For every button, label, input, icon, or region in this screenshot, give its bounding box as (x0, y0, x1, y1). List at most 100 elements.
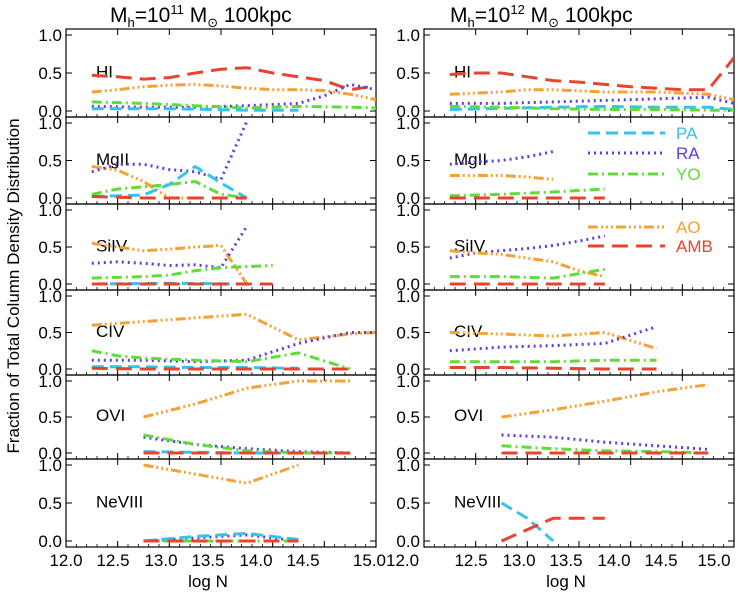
right-column-title: Mh=1012 M⊙ 100kpc (450, 2, 633, 30)
x-tick-label-right-14-0: 14.0 (597, 551, 630, 570)
series-line-right-hi-pa (449, 104, 734, 111)
ion-label-right-hi: HI (454, 62, 471, 81)
series-line-left-siiv-yo (91, 264, 273, 280)
ion-label-left-hi: HI (96, 62, 113, 81)
series-line-right-ovi-ra (501, 433, 709, 451)
series-line-right-siiv-ao (449, 249, 606, 279)
x-tick-label-left-14-0: 14.0 (239, 551, 272, 570)
y-tick-label-left-mgii: 0.0 (38, 189, 62, 208)
y-tick-label-right-civ: 0.0 (396, 360, 420, 379)
y-tick-label-right-siiv: 1.0 (396, 201, 420, 220)
x-tick-label-left-12-5: 12.5 (96, 551, 129, 570)
y-tick-label-right-civ: 0.5 (396, 324, 420, 343)
y-tick-label-left-ovi: 1.0 (38, 372, 62, 391)
y-tick-label-right-hi: 1.0 (396, 26, 420, 45)
panel-left-hi: 0.0 0.5 1.0 HI (38, 26, 377, 121)
series-line-left-hi-pa (91, 107, 299, 112)
y-tick-label-left-mgii: 1.0 (38, 114, 62, 133)
ion-label-right-ovi: OVI (454, 406, 483, 425)
y-tick-label-right-siiv: 0.0 (396, 275, 420, 294)
series-line-right-neviii-amb (500, 516, 605, 543)
panel-left-siiv: 0.0 0.5 1.0 SiIV (38, 201, 377, 294)
ion-label-left-neviii: NeVIII (96, 492, 143, 511)
y-tick-label-right-neviii: 1.0 (396, 456, 420, 475)
series-line-right-civ-amb (449, 366, 657, 371)
ion-label-left-ovi: OVI (96, 406, 125, 425)
y-tick-label-right-ovi: 0.0 (396, 444, 420, 463)
y-tick-label-right-mgii: 0.5 (396, 152, 420, 171)
y-axis-label: Fraction of Total Column Density Distrib… (4, 118, 23, 453)
legend-label-amb: AMB (676, 237, 713, 256)
x-tick-label-left-12-0: 12.0 (49, 551, 82, 570)
y-tick-label-right-hi: 0.5 (396, 64, 420, 83)
series-line-right-siiv-ra (449, 234, 606, 260)
legend-label-pa: PA (676, 124, 698, 143)
y-tick-label-left-siiv: 1.0 (38, 201, 62, 220)
series-line-right-siiv-yo (449, 267, 606, 280)
y-tick-label-left-siiv: 0.0 (38, 275, 62, 294)
series-line-right-civ-yo (449, 358, 657, 364)
y-tick-label-left-siiv: 0.5 (38, 238, 62, 257)
series-line-left-siiv-ra (91, 225, 249, 270)
y-tick-label-left-civ: 0.5 (38, 324, 62, 343)
series-line-left-ovi-yo (143, 433, 351, 455)
panel-right-hi: 0.0 0.5 1.0 HI (396, 26, 735, 121)
panel-left-neviii: 0.0 0.5 1.0 NeVIII (38, 456, 377, 551)
series-line-right-civ-ao (449, 330, 657, 351)
panel-grid: 0.00.51.0HI0.00.51.0MgII0.00.51.0SiIV0.0… (38, 26, 735, 551)
x-tick-label-left-14-5: 14.5 (286, 551, 319, 570)
series-line-right-hi-yo (449, 104, 734, 112)
legend-label-ra: RA (676, 144, 700, 163)
legend-label-ao: AO (676, 218, 701, 237)
y-tick-label-left-ovi: 0.5 (38, 408, 62, 427)
y-tick-label-right-ovi: 1.0 (396, 372, 420, 391)
panel-right-neviii: 0.0 0.5 1.0 NeVIII (396, 456, 735, 551)
y-tick-label-left-civ: 1.0 (38, 287, 62, 306)
y-tick-label-right-hi: 0.0 (396, 102, 420, 121)
ion-label-right-mgii: MgII (454, 150, 487, 169)
y-tick-label-left-hi: 0.0 (38, 102, 62, 121)
panel-left-civ: 0.0 0.5 1.0 CIV (38, 287, 377, 379)
panel-right-ovi: 0.0 0.5 1.0 OVI (396, 372, 735, 463)
x-tick-label-right-14-5: 14.5 (644, 551, 677, 570)
panel-left-mgii: 0.0 0.5 1.0 MgII (38, 114, 377, 208)
series-line-left-mgii-amb (91, 195, 247, 200)
series-line-right-neviii-pa (500, 501, 555, 543)
ion-label-left-civ: CIV (96, 322, 125, 341)
y-tick-label-right-neviii: 0.5 (396, 494, 420, 513)
x-axis-label-right: log N (546, 572, 586, 591)
series-line-left-ovi-ao (143, 379, 351, 419)
y-tick-label-right-mgii: 0.0 (396, 189, 420, 208)
y-tick-label-right-civ: 1.0 (396, 287, 420, 306)
y-tick-label-left-hi: 0.5 (38, 64, 62, 83)
legend: PA RA YO AO AMB (588, 124, 713, 256)
series-line-right-hi-ra (449, 95, 734, 105)
series-line-right-mgii-yo (449, 187, 605, 198)
y-tick-label-left-neviii: 1.0 (38, 456, 62, 475)
series-line-right-hi-amb (449, 56, 734, 92)
ion-label-right-neviii: NeVIII (454, 492, 501, 511)
x-tick-label-right-13-5: 13.5 (549, 551, 582, 570)
panel-right-civ: 0.0 0.5 1.0 CIV (396, 287, 735, 379)
panel-left-ovi: 0.0 0.5 1.0 OVI (38, 372, 377, 463)
series-line-right-ovi-ao (501, 383, 709, 419)
ion-label-right-civ: CIV (454, 322, 483, 341)
left-column-title: Mh=1011 M⊙ 100kpc (110, 2, 292, 30)
y-tick-label-right-ovi: 0.5 (396, 408, 420, 427)
series-line-left-ovi-ra (143, 435, 351, 455)
x-tick-label-left-13-0: 13.0 (144, 551, 177, 570)
y-tick-label-left-neviii: 0.0 (38, 532, 62, 551)
series-line-left-hi-ao (91, 82, 376, 102)
series-line-right-ovi-yo (501, 444, 709, 455)
x-axis-label-left: log N (188, 572, 228, 591)
series-line-right-mgii-ao (449, 174, 554, 181)
ion-label-right-siiv: SiIV (454, 236, 486, 255)
series-line-left-civ-ao (91, 312, 376, 342)
x-tick-label-joined-15-0-12-0: 15.012.0 (353, 551, 419, 570)
legend-label-yo: YO (676, 165, 701, 184)
ion-label-left-siiv: SiIV (96, 236, 128, 255)
series-line-left-neviii-ao (143, 463, 299, 485)
y-tick-label-left-neviii: 0.5 (38, 494, 62, 513)
series-line-left-hi-yo (91, 100, 376, 110)
